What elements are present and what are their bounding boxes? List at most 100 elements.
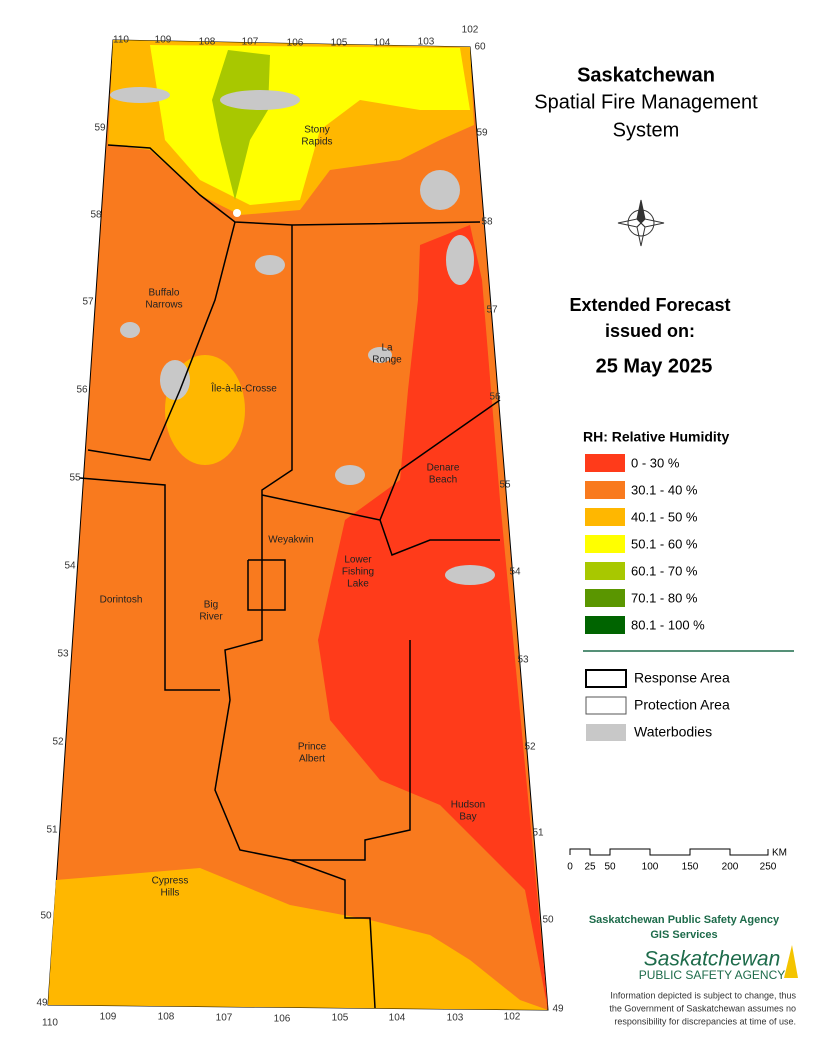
graticule-label: 50: [542, 915, 554, 926]
agency: Saskatchewan Public Safety Agency GIS Se…: [589, 914, 798, 982]
map-legend: Response Area Protection Area Waterbodie…: [585, 669, 730, 741]
graticule-label: 108: [158, 1012, 175, 1023]
graticule-label: 49: [36, 998, 48, 1009]
disclaimer-line: the Government of Saskatchewan assumes n…: [609, 1003, 796, 1013]
graticule-label: 58: [90, 210, 102, 221]
legend-swatch: [585, 535, 625, 553]
place-label: Lower: [344, 555, 372, 566]
forecast-date: 25 May 2025: [596, 355, 713, 377]
graticule-label: 106: [287, 38, 304, 49]
legend-swatch: [585, 616, 625, 634]
graticule-label: 53: [57, 649, 69, 660]
title: Saskatchewan Spatial Fire Management Sys…: [534, 64, 758, 141]
disclaimer-line: responsibility for discrepancies at time…: [614, 1016, 796, 1026]
legend-label: 30.1 - 40 %: [631, 482, 698, 497]
place-label: Albert: [299, 754, 325, 765]
place-label: Beach: [429, 475, 457, 486]
protection-swatch: [585, 696, 627, 715]
legend-swatch: [585, 589, 625, 607]
place-label: Fishing: [342, 567, 374, 578]
place-label: Stony: [304, 125, 330, 136]
water-swatch: [586, 724, 626, 741]
title-line: Spatial Fire Management: [534, 91, 758, 113]
legend: 0 - 30 % 30.1 - 40 % 40.1 - 50 % 50.1 - 60 …: [585, 454, 705, 634]
place-label: Buffalo: [149, 288, 180, 299]
place-label: River: [199, 612, 223, 623]
forecast-heading: Extended Forecast: [569, 295, 730, 315]
protection-area: [233, 209, 241, 217]
scale-bar: KM 0 25 50 100 150 200 250: [567, 848, 787, 873]
place-label: Île-à-la-Crosse: [210, 382, 277, 395]
agency-name: Saskatchewan Public Safety Agency: [589, 914, 780, 926]
graticule-label: 54: [509, 567, 521, 578]
map-legend-label: Protection Area: [634, 697, 730, 713]
graticule-label: 109: [100, 1012, 117, 1023]
legend-label: 60.1 - 70 %: [631, 563, 698, 578]
graticule-label: 110: [42, 1018, 58, 1029]
graticule-label: 57: [486, 305, 498, 316]
graticule-label: 57: [82, 297, 94, 308]
scale-label: 50: [604, 862, 616, 873]
legend-swatch: [585, 508, 625, 526]
place-label: Hudson: [451, 800, 485, 811]
title-line: System: [613, 119, 680, 141]
place-label: Denare: [427, 463, 460, 474]
graticule-label: 56: [76, 385, 88, 396]
place-label: La: [381, 343, 393, 354]
disclaimer: Information depicted is subject to chang…: [609, 990, 796, 1026]
response-swatch: [585, 669, 627, 688]
graticule-label: 107: [242, 37, 259, 48]
graticule-label: 102: [504, 1012, 521, 1023]
graticule-label: 51: [532, 828, 544, 839]
place-label: Dorintosh: [100, 595, 143, 606]
scale-label: 100: [642, 862, 659, 873]
scale-label: 200: [722, 862, 739, 873]
response-areas: [79, 144, 501, 1009]
graticule-label: 59: [94, 123, 106, 134]
graticule-label: 55: [499, 480, 511, 491]
graticule-label: 51: [46, 825, 58, 836]
logo-subtext: PUBLIC SAFETY AGENCY: [639, 968, 786, 982]
place-label: Cypress: [152, 876, 189, 887]
graticule: 110 109 108 107 106 105 104 103 102 60 110 109 108 10…: [36, 25, 564, 1029]
map-legend-label: Waterbodies: [634, 724, 712, 740]
graticule-label: 58: [481, 217, 493, 228]
legend-label: 0 - 30 %: [631, 455, 680, 470]
legend-label: 80.1 - 100 %: [631, 617, 705, 632]
place-label: Weyakwin: [268, 535, 313, 546]
graticule-label: 109: [155, 35, 172, 46]
legend-label: 70.1 - 80 %: [631, 590, 698, 605]
legend-label: 40.1 - 50 %: [631, 509, 698, 524]
graticule-label: 103: [418, 37, 435, 48]
forecast: Extended Forecast issued on: 25 May 2025: [569, 295, 730, 378]
map-legend-label: Response Area: [634, 670, 730, 686]
map: [47, 39, 549, 1011]
scale-label: 250: [760, 862, 777, 873]
legend-swatch: [585, 562, 625, 580]
graticule-label: 54: [64, 561, 76, 572]
waterbodies: [110, 87, 495, 585]
compass: [617, 199, 665, 247]
forecast-heading: issued on:: [605, 321, 695, 341]
logo-text: Saskatchewan: [644, 948, 781, 971]
graticule-label: 49: [552, 1004, 564, 1015]
graticule-label: 104: [374, 38, 391, 49]
graticule-label: 104: [389, 1013, 406, 1024]
graticule-label: 52: [524, 742, 536, 753]
graticule-label: 50: [40, 911, 52, 922]
zone-south: [48, 868, 548, 1010]
graticule-label: 106: [274, 1014, 291, 1025]
zone-red: [318, 225, 548, 1010]
place-label: Rapids: [301, 137, 332, 148]
graticule-label: 60: [474, 42, 486, 53]
graticule-label: 56: [489, 392, 501, 403]
title-line: Saskatchewan: [577, 64, 715, 86]
place-label: Prince: [298, 742, 327, 753]
place-label: Narrows: [145, 300, 182, 311]
scale-unit: KM: [772, 848, 787, 859]
place-label: Bay: [459, 812, 476, 823]
graticule-label: 52: [52, 737, 64, 748]
graticule-label: 108: [199, 37, 216, 48]
